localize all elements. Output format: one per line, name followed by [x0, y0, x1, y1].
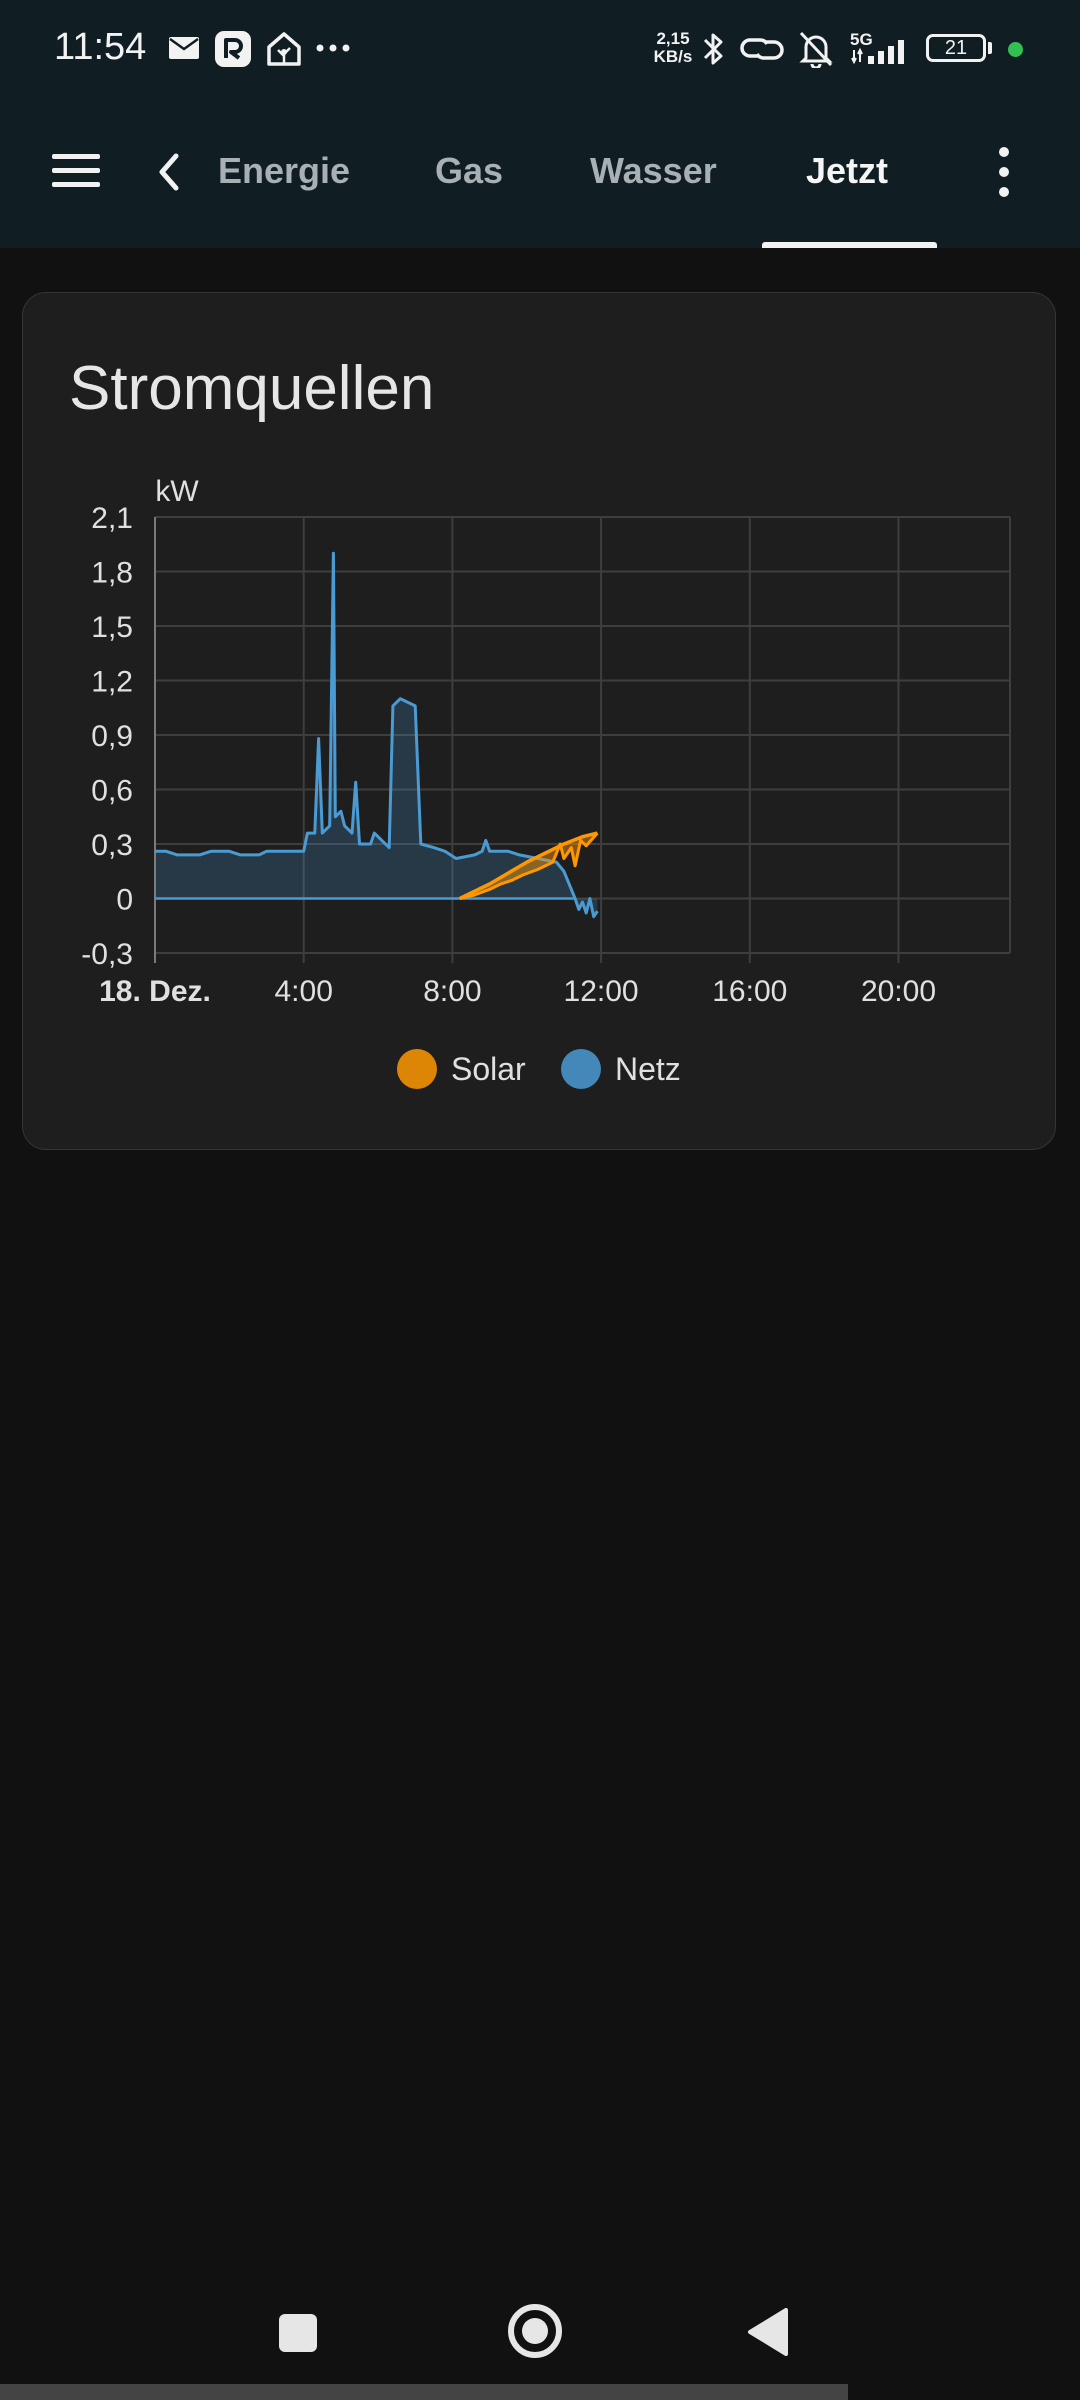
- card-title: Stromquellen: [69, 354, 435, 423]
- net-speed-unit: KB/s: [653, 47, 693, 66]
- mail-icon: [169, 37, 199, 59]
- active-tab-indicator: [762, 242, 937, 248]
- netz-line: [155, 551, 599, 919]
- net-speed: 2,15 KB/s: [650, 30, 696, 66]
- battery-nub: [988, 42, 992, 54]
- net-speed-value: 2,15: [656, 29, 690, 48]
- bluetooth-icon: [703, 33, 723, 65]
- recents-button[interactable]: [279, 2314, 317, 2352]
- privacy-indicator-dot: [1008, 42, 1023, 57]
- x-tick-label: 20:00: [861, 975, 936, 1008]
- legend-swatch: [561, 1049, 601, 1089]
- y-tick-label: 0,3: [91, 829, 133, 862]
- tab-energie[interactable]: Energie: [218, 150, 351, 191]
- tab-gas[interactable]: Gas: [435, 150, 504, 191]
- status-time: 11:54: [54, 26, 147, 68]
- y-axis-unit-label: kW: [155, 475, 199, 508]
- signal-icon: [851, 40, 904, 65]
- y-tick-label: 0: [116, 884, 133, 917]
- home-assistant-icon: [267, 32, 301, 66]
- tab-wasser[interactable]: Wasser: [590, 150, 717, 191]
- y-tick-label: 1,8: [91, 557, 133, 590]
- y-tick-label: 1,2: [91, 666, 133, 699]
- y-tick-label: 1,5: [91, 611, 133, 644]
- solar-line: [459, 831, 598, 901]
- back-button[interactable]: [746, 2306, 790, 2358]
- legend-swatch: [397, 1049, 437, 1089]
- y-tick-label: 0,6: [91, 775, 133, 808]
- chart-legend: Solar Netz: [23, 1047, 1057, 1097]
- tab-jetzt[interactable]: Jetzt: [806, 150, 889, 191]
- x-tick-label: 4:00: [275, 975, 333, 1008]
- hamburger-menu-icon[interactable]: [46, 146, 106, 196]
- chevron-left-icon[interactable]: [154, 150, 184, 194]
- solar-lower-line: [459, 832, 599, 900]
- y-tick-label: -0,3: [81, 938, 133, 971]
- overflow-menu-icon[interactable]: [984, 144, 1024, 200]
- link-icon: [740, 38, 784, 60]
- gesture-bar-gap: [848, 2368, 1080, 2400]
- gesture-bar: [0, 2384, 1080, 2400]
- network-type: 5G: [850, 30, 873, 49]
- system-nav-bar: [0, 2270, 1080, 2400]
- legend-label: Solar: [451, 1051, 526, 1087]
- x-tick-label: 8:00: [423, 975, 481, 1008]
- y-tick-label: 0,9: [91, 720, 133, 753]
- netz-area: [155, 553, 598, 917]
- stromquellen-chart[interactable]: 2,1 1,8 1,5 1,2 0,9 0,6 0,3 0 -0,3 18. Dez. 4:00 8:…: [23, 293, 1057, 1033]
- x-tick-label: 18. Dez.: [99, 975, 211, 1008]
- stromquellen-card: Stromquellen 2,1 1,8 1,5 1,2 0,9 0,6 0,3 0 -0,3 1…: [22, 292, 1056, 1150]
- r-app-icon: [215, 31, 251, 67]
- battery-level: 21: [944, 37, 968, 59]
- bell-off-icon: [799, 31, 833, 68]
- home-button[interactable]: [506, 2302, 564, 2360]
- y-tick-label: 2,1: [91, 502, 133, 535]
- more-notifications-icon: [316, 44, 350, 52]
- toolbar: Energie Gas Wasser Jetzt: [0, 100, 1080, 248]
- status-bar: 11:54 2,15 KB/s 5G 21: [0, 0, 1080, 100]
- legend-label: Netz: [615, 1051, 681, 1087]
- battery-icon: 21: [926, 34, 986, 62]
- x-tick-label: 12:00: [564, 975, 639, 1008]
- x-tick-label: 16:00: [712, 975, 787, 1008]
